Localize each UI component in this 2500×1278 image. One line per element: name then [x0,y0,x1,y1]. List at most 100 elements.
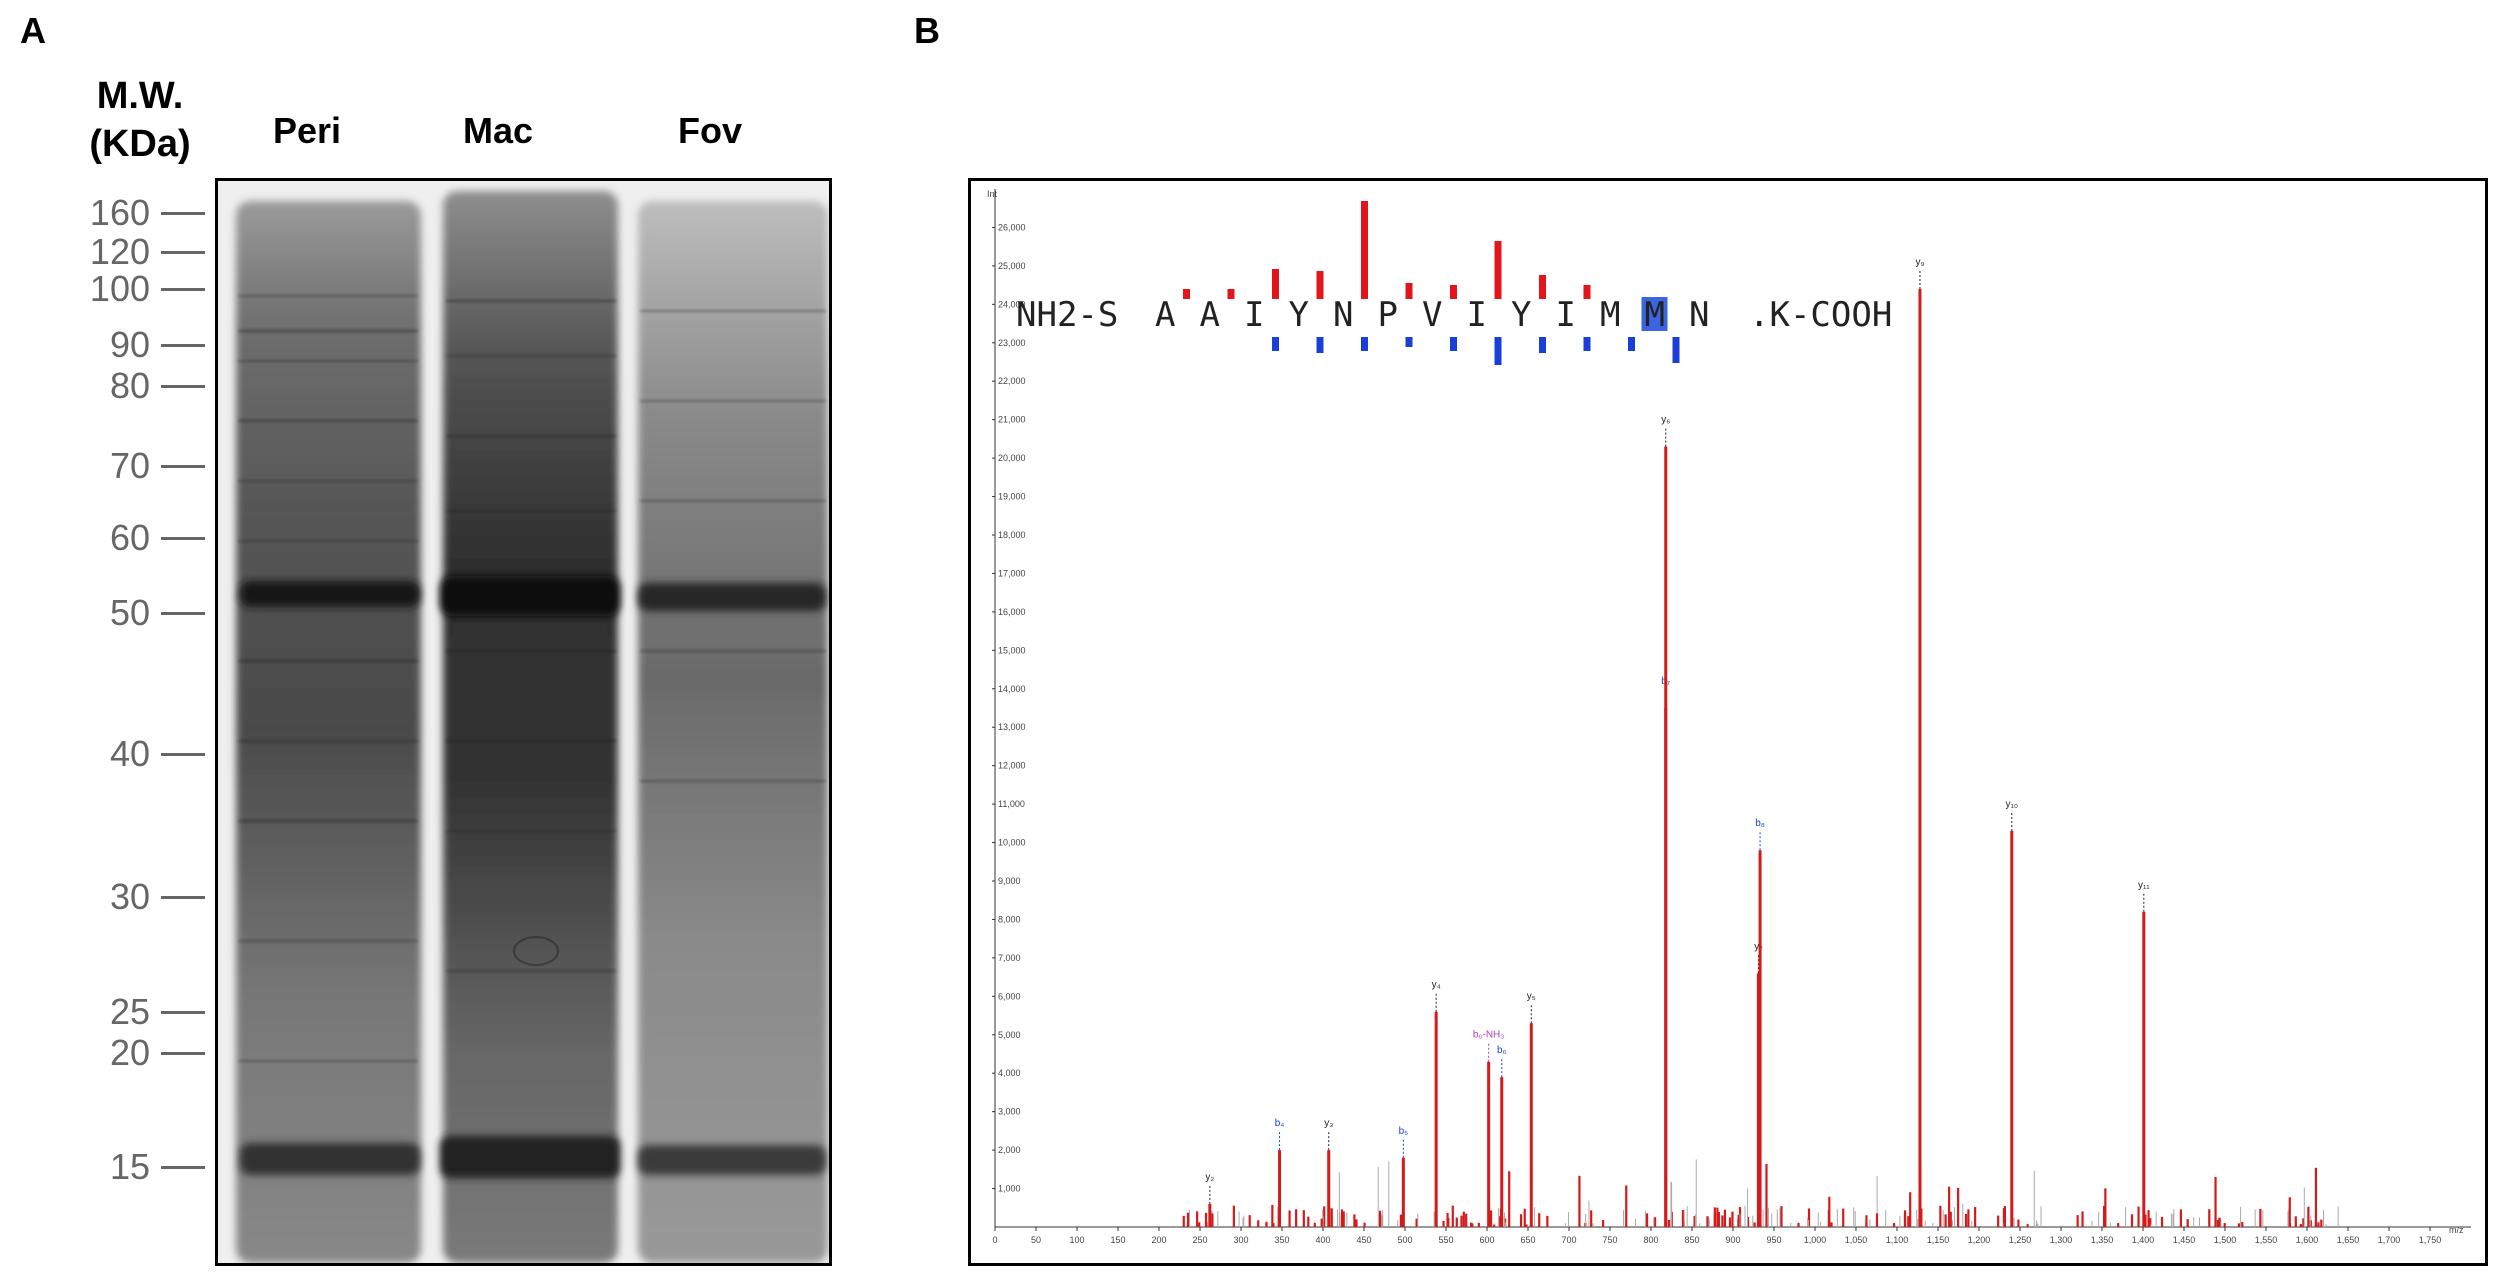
peak-label: y₁₀ [2006,799,2019,810]
peak-label: y₄ [1432,980,1441,991]
y-tick-label: 26,000 [998,222,1026,232]
x-tick-label: 1,600 [2296,1235,2319,1245]
y-axis-ticks: 1,000 2,000 3,000 4,000 5,000 6,000 7,000 8,000… [992,222,1026,1194]
y-tick-label: 8,000 [998,914,1021,924]
x-tick-label: 650 [1520,1235,1535,1245]
marker-160: 160 [0,193,205,233]
x-tick-label: 1,050 [1845,1235,1868,1245]
y-tick-label: 16,000 [998,607,1026,617]
marker-tick [161,1166,205,1169]
x-tick-label: 550 [1438,1235,1453,1245]
y-ion-marker [1539,275,1546,299]
marker-tick [161,1011,205,1014]
x-tick-label: 1,650 [2337,1235,2360,1245]
x-tick-label: 300 [1233,1235,1248,1245]
lane-label-mac: Mac [463,110,534,151]
marker-tick [161,612,205,615]
marker-label: 120 [89,231,150,272]
peak-label: y₁₁ [2138,880,2150,891]
marker-tick [161,896,205,899]
marker-tick [161,385,205,388]
x-tick-label: 700 [1561,1235,1576,1245]
y-ion-marker [1272,269,1279,299]
y-tick-label: 4,000 [998,1068,1021,1078]
x-tick-label: 250 [1192,1235,1207,1245]
ms-spectrum-panel: Int m/z 1,000 2,000 3,000 4,000 5,000 6,000 7,… [968,178,2488,1266]
x-tick-label: 400 [1315,1235,1330,1245]
marker-tick [161,753,205,756]
x-tick-label: 1,700 [2378,1235,2401,1245]
sequence-residue: P [1378,295,1398,335]
y-tick-label: 19,000 [998,492,1026,502]
x-tick-label: 350 [1274,1235,1289,1245]
sequence-residue: M [1645,295,1665,335]
y-ion-marker [1583,285,1591,299]
panel-b-letter: B [914,10,940,51]
y-tick-label: 25,000 [998,261,1026,271]
x-tick-label: 850 [1684,1235,1699,1245]
y-ion-marker [1405,283,1413,299]
sds-page-gel [215,178,832,1266]
sequence-residue: A [1155,295,1175,335]
marker-label: 70 [109,445,150,486]
marker-20: 20 [0,1033,205,1073]
marker-label: 90 [109,324,150,365]
mw-title-line1: M.W. [96,75,184,117]
b-ion-marker [1494,337,1502,365]
marker-label: 160 [89,192,150,233]
b-ion-marker [1539,337,1546,353]
x-tick-label: 1,000 [1804,1235,1827,1245]
x-tick-label: 600 [1479,1235,1494,1245]
sequence-residue: Y [1289,295,1309,335]
y-tick-label: 24,000 [998,299,1026,309]
y-ion-marker [1494,241,1502,299]
b-ion-marker [1405,337,1413,347]
sequence-residue: V [1422,295,1442,335]
sequence-residue: I [1556,295,1576,335]
marker-100: 100 [0,269,205,309]
y-ion-marker [1183,289,1190,299]
x-tick-label: 500 [1397,1235,1412,1245]
x-tick-label: 1,450 [2173,1235,2196,1245]
b-ion-marker [1361,337,1368,351]
marker-15: 15 [0,1147,205,1187]
x-tick-label: 1,550 [2255,1235,2278,1245]
sequence-suffix: .K-COOH [1749,295,1892,335]
marker-tick [161,212,205,215]
x-tick-label: 1,400 [2132,1235,2155,1245]
highlighted-residue-box [1641,297,1668,331]
x-tick-label: 950 [1766,1235,1781,1245]
x-tick-label: 1,750 [2419,1235,2442,1245]
b-ion-marker [1450,337,1457,351]
marker-label: 40 [109,733,150,774]
y-tick-label: 13,000 [998,722,1026,732]
marker-label: 50 [109,592,150,633]
marker-label: 20 [109,1032,150,1073]
y-tick-label: 12,000 [998,761,1026,771]
marker-tick [161,344,205,347]
sequence-residue: I [1244,295,1264,335]
sequence-residue: N [1689,295,1709,335]
y-tick-label: 2,000 [998,1145,1021,1155]
marker-label: 25 [109,991,150,1032]
y-tick-label: 22,000 [998,376,1026,386]
x-tick-label: 150 [1110,1235,1125,1245]
marker-25: 25 [0,992,205,1032]
b-ion-marker [1672,337,1680,363]
marker-tick [161,465,205,468]
y-tick-label: 6,000 [998,991,1021,1001]
x-tick-label: 50 [1031,1235,1041,1245]
b-ion-marker [1316,337,1324,353]
sequence-residue: A [1200,295,1220,335]
y-tick-label: 21,000 [998,415,1026,425]
peak-label: b₆ [1497,1045,1507,1056]
peak-label: y₃ [1324,1118,1333,1129]
x-axis-ticks: 0 50 100 150 200 250 300 350 400 450 500 550 600 650 7… [992,1227,2441,1245]
y-tick-label: 5,000 [998,1030,1021,1040]
marker-80: 80 [0,366,205,406]
peak-label: b₄ [1275,1118,1285,1129]
marker-label: 100 [89,268,150,309]
